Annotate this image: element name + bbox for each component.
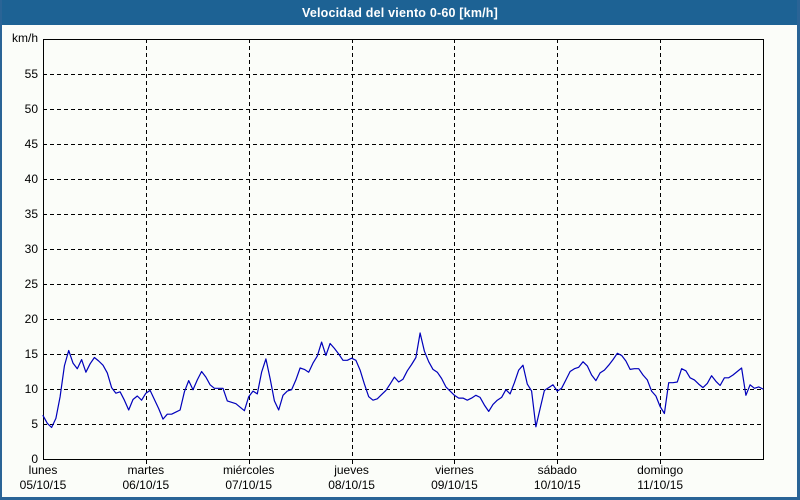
y-tick-label: 5: [31, 417, 38, 431]
y-tick-label: 55: [24, 67, 38, 81]
day-name: miércoles: [223, 463, 275, 477]
y-tick-label: 30: [24, 242, 38, 256]
day-date: 06/10/15: [122, 478, 170, 492]
day-name: domingo: [637, 463, 684, 477]
day-date: 09/10/15: [431, 478, 478, 492]
x-axis-day-label: sábado 10/10/15: [502, 463, 612, 493]
y-tick-label: 50: [24, 102, 38, 116]
wind-speed-series-line: [42, 332, 764, 429]
x-axis-day-label: martes 06/10/15: [91, 463, 201, 493]
plot-border: [43, 39, 764, 460]
day-name: jueves: [334, 463, 369, 477]
day-date: 11/10/15: [637, 478, 684, 492]
y-tick-label: 20: [24, 312, 38, 326]
day-date: 10/10/15: [533, 478, 581, 492]
y-tick-label: 40: [24, 172, 38, 186]
x-axis-day-label: lunes 05/10/15: [2, 463, 98, 493]
day-date: 05/10/15: [19, 478, 67, 492]
y-axis-unit-label: km/h: [11, 31, 38, 45]
day-name: viernes: [435, 463, 474, 477]
y-tick-label: 0: [31, 452, 38, 466]
y-tick-label: 25: [24, 277, 38, 291]
chart-title: Velocidad del viento 0-60 [km/h]: [301, 5, 499, 20]
title-bar: Velocidad del viento 0-60 [km/h]: [2, 0, 797, 25]
x-axis-day-label: viernes 09/10/15: [399, 463, 509, 493]
x-axis-day-label: jueves 08/10/15: [297, 463, 407, 493]
day-name: sábado: [537, 463, 577, 477]
y-tick-label: 45: [24, 137, 38, 151]
x-axis-day-label: domingo 11/10/15: [605, 463, 715, 493]
y-tick-label: 35: [24, 207, 38, 221]
day-date: 07/10/15: [225, 478, 273, 492]
day-name: lunes: [28, 463, 58, 477]
day-date: 08/10/15: [328, 478, 375, 492]
day-name: martes: [127, 463, 165, 477]
y-tick-label: 15: [24, 347, 38, 361]
y-tick-label: 10: [24, 382, 38, 396]
x-axis-day-label: miércoles 07/10/15: [194, 463, 304, 493]
